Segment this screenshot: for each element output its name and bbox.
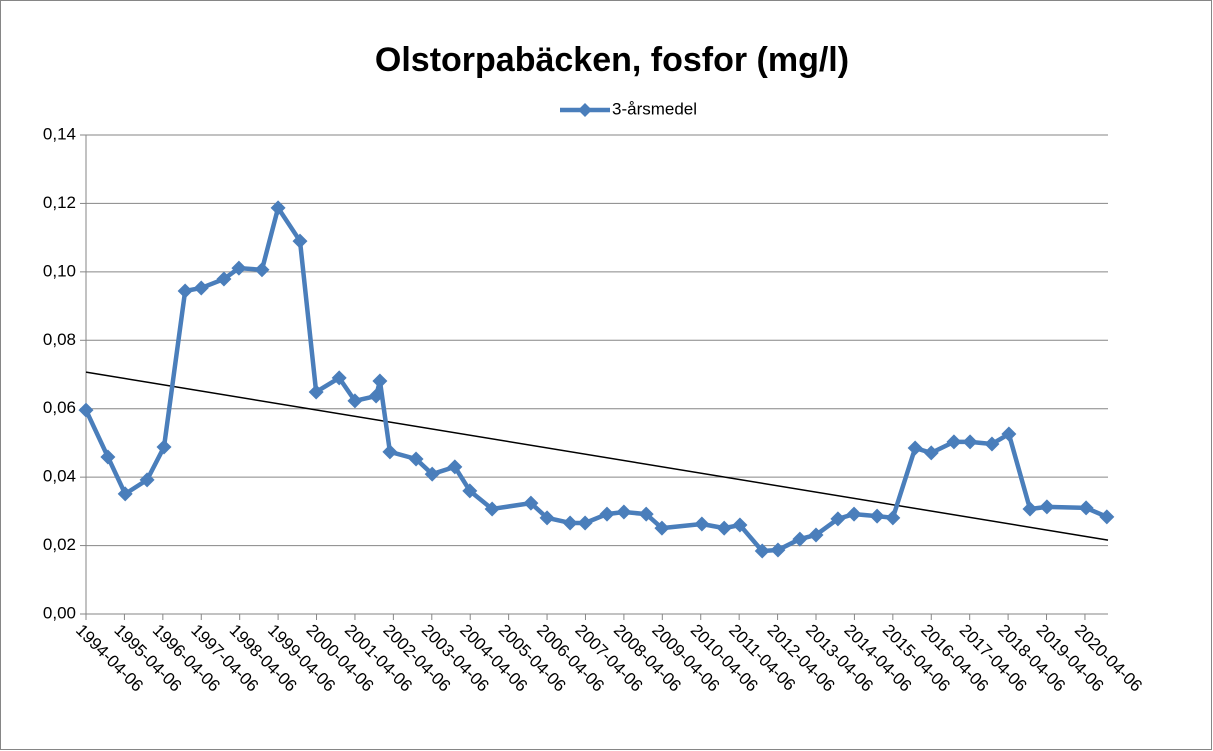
data-point [946, 434, 962, 450]
y-tick-label: 0,02 [43, 535, 76, 554]
data-point [907, 440, 923, 456]
data-point [117, 486, 133, 502]
data-point [368, 388, 384, 404]
data-point [484, 501, 500, 517]
data-point [347, 393, 363, 409]
data-point [962, 434, 978, 450]
y-tick-label: 0,06 [43, 398, 76, 417]
data-point [78, 402, 94, 418]
data-point [1078, 500, 1094, 516]
data-point [1099, 509, 1115, 525]
data-point [885, 510, 901, 526]
data-point [846, 506, 862, 522]
y-tick-label: 0,10 [43, 261, 76, 280]
data-point [1022, 501, 1038, 517]
data-point [830, 511, 846, 527]
data-point [254, 262, 270, 278]
legend-marker [578, 103, 592, 117]
data-point [638, 506, 654, 522]
y-tick-label: 0,14 [43, 124, 76, 143]
data-point [539, 510, 555, 526]
trendline [85, 371, 1109, 541]
data-point [100, 449, 116, 465]
data-point [447, 459, 463, 475]
data-point [193, 280, 209, 296]
data-point [292, 233, 308, 249]
data-point [562, 515, 578, 531]
data-point [923, 445, 939, 461]
data-point [408, 451, 424, 467]
data-point [984, 436, 1000, 452]
data-point [372, 373, 388, 389]
data-point [716, 520, 732, 536]
data-point [216, 271, 232, 287]
data-point [808, 527, 824, 543]
data-point [694, 516, 710, 532]
data-point [231, 260, 247, 276]
data-point [424, 466, 440, 482]
data-point [599, 506, 615, 522]
data-point [270, 200, 286, 216]
y-tick-label: 0,08 [43, 330, 76, 349]
y-tick-label: 0,04 [43, 467, 76, 486]
data-point [331, 370, 347, 386]
data-point [732, 517, 748, 533]
data-point [654, 520, 670, 536]
data-point [869, 508, 885, 524]
y-tick-label: 0,12 [43, 193, 76, 212]
data-point [382, 444, 398, 460]
chart-title: Olstorpabäcken, fosfor (mg/l) [375, 41, 849, 79]
data-point [139, 472, 155, 488]
data-point [616, 504, 632, 520]
data-point [792, 531, 808, 547]
legend-label: 3-årsmedel [612, 99, 697, 118]
data-point [177, 283, 193, 299]
data-point [770, 542, 786, 558]
data-point [754, 543, 770, 559]
y-tick-label: 0,00 [43, 603, 76, 622]
data-point [308, 384, 324, 400]
data-point [462, 483, 478, 499]
data-point [1001, 426, 1017, 442]
data-point [523, 495, 539, 511]
data-point [577, 515, 593, 531]
data-point [1039, 499, 1055, 515]
data-point [156, 439, 172, 455]
